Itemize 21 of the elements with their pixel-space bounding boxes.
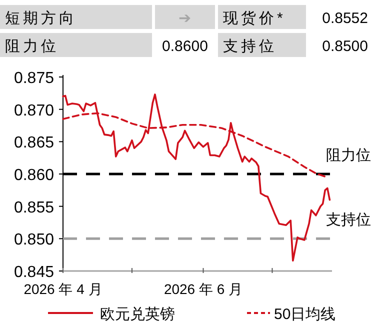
ref-line-label: 支持位: [326, 212, 371, 229]
y-tick-label: 0.875: [14, 70, 54, 87]
text: 0.8600: [162, 38, 208, 55]
y-tick-label: 0.855: [14, 199, 54, 216]
y-tick-label: 0.850: [14, 232, 54, 249]
text: 0.8500: [322, 38, 368, 55]
x-tick-label: 2026 年 6 月: [164, 281, 243, 297]
text: 支持位: [223, 38, 277, 55]
legend-label: 欧元兑英镑: [100, 306, 175, 323]
ref-line-label: 阻力位: [326, 147, 371, 164]
x-tick-label: 2026 年 4 月: [24, 281, 102, 297]
legend-label: 50日均线: [274, 306, 336, 323]
text: ➔: [178, 10, 192, 27]
y-tick-label: 0.870: [14, 102, 54, 120]
y-tick-label: 0.845: [14, 264, 54, 281]
text: 0.8552: [322, 10, 368, 27]
text: 阻力位: [5, 38, 59, 55]
y-tick-label: 0.865: [14, 134, 54, 152]
text: 短期方向: [5, 10, 77, 27]
text: 现货价*: [223, 10, 286, 27]
y-tick-label: 0.860: [14, 167, 54, 184]
